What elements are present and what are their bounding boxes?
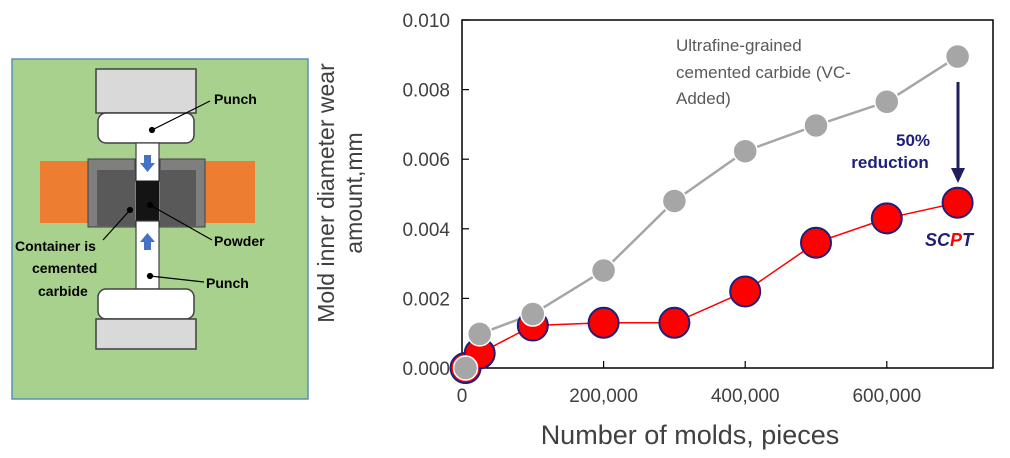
vc-added-data-point bbox=[452, 355, 479, 381]
y-axis-title-line2: amount,mm bbox=[341, 132, 367, 253]
powder-fill bbox=[136, 181, 159, 221]
y-axis-title-line1: Mold inner diameter wear bbox=[313, 63, 339, 323]
gray-series-label-line2: cemented carbide (VC- bbox=[676, 63, 851, 82]
scpt-data-point bbox=[941, 186, 974, 219]
scpt-label-prefix: SC bbox=[925, 230, 951, 250]
gray-series-label-line1: Ultrafine-grained bbox=[676, 36, 802, 55]
vc-added-data-point bbox=[466, 321, 493, 347]
label-container-line1: Container is bbox=[15, 238, 96, 254]
scpt-data-point bbox=[800, 226, 832, 259]
reduction-arrow-icon bbox=[951, 82, 965, 183]
scpt-data-point bbox=[870, 202, 903, 235]
plot-area bbox=[461, 19, 994, 369]
vc-added-data-point bbox=[803, 112, 829, 139]
scpt-series-label: SCPT bbox=[925, 230, 975, 250]
bottom-punch-base bbox=[95, 318, 197, 350]
reduction-label-line2: reduction bbox=[851, 153, 928, 172]
y-tick-label: 0.000 bbox=[402, 359, 450, 380]
container-right-inner bbox=[160, 170, 196, 226]
scpt-label-suffix: T bbox=[962, 230, 975, 250]
scpt-label-mid: P bbox=[950, 230, 963, 250]
x-tick-label: 600,000 bbox=[852, 386, 921, 407]
vc-added-data-point bbox=[944, 43, 971, 70]
top-punch-head bbox=[95, 68, 197, 114]
label-container-line2: cemented bbox=[32, 260, 97, 276]
container-left-inner bbox=[97, 170, 135, 226]
y-tick-label: 0.006 bbox=[402, 150, 450, 171]
press-mold-diagram: Punch Powder Punch Container is cemented… bbox=[11, 58, 309, 400]
y-tick-label: 0.002 bbox=[402, 289, 450, 310]
down-arrow-icon bbox=[140, 155, 155, 172]
y-tick-label: 0.004 bbox=[402, 220, 450, 241]
y-tick-label: 0.010 bbox=[402, 11, 450, 32]
label-punch-top: Punch bbox=[214, 91, 257, 107]
x-tick-label: 400,000 bbox=[711, 386, 780, 407]
x-axis-title: Number of molds, pieces bbox=[541, 420, 840, 450]
plot-border bbox=[461, 19, 994, 369]
vc-added-data-point bbox=[590, 257, 617, 284]
vc-added-data-point bbox=[732, 138, 758, 164]
vc-added-data-point bbox=[874, 89, 900, 115]
scpt-data-point bbox=[729, 275, 762, 308]
label-container-line3: carbide bbox=[38, 283, 88, 299]
vc-added-data-point bbox=[520, 301, 546, 327]
scpt-data-point bbox=[587, 306, 620, 339]
x-tick-label: 0 bbox=[457, 386, 468, 407]
vc-added-data-point bbox=[661, 188, 688, 214]
x-tick-label: 200,000 bbox=[569, 386, 638, 407]
scpt-data-point bbox=[658, 306, 691, 339]
up-arrow-icon bbox=[140, 233, 155, 250]
gray-series-label-line3: Added) bbox=[676, 89, 731, 108]
reduction-label-line1: 50% bbox=[896, 131, 930, 150]
y-tick-label: 0.008 bbox=[402, 81, 450, 102]
label-punch-bottom: Punch bbox=[206, 275, 249, 291]
label-powder: Powder bbox=[214, 233, 265, 249]
